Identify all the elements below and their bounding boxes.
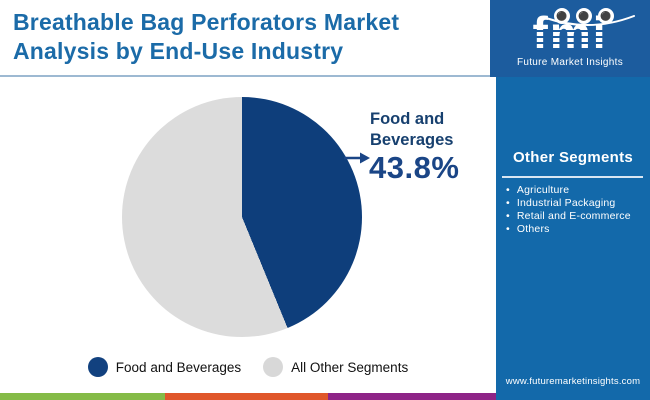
footer-bar-orange-segment [165,393,328,400]
pie-slice-label-line1: Food and [370,110,445,128]
divider [502,176,643,178]
globe-europe-icon: ⚫ [576,8,592,24]
footer-bar-purple-segment [328,393,496,400]
page-title-line1: Breathable Bag Perforators Market [13,9,400,35]
footer-bar-green-segment [0,393,165,400]
pie-slice-label: Food and Beverages [370,109,453,151]
legend-label: All Other Segments [291,359,409,375]
page-title-line2: Analysis by End-Use Industry [13,38,344,64]
legend-label: Food and Beverages [115,359,242,375]
list-item: Retail and E-commerce [506,210,631,223]
pie-slice-value: 43.8% [369,150,460,185]
legend-item-food-and-beverages: Food and Beverages [87,357,242,377]
logo-caption: Future Market Insights [516,57,624,68]
legend-swatch-gray [263,357,284,377]
legend-swatch-navy [87,357,108,377]
globe-americas-icon: ⚫ [554,8,570,24]
legend-item-all-other-segments: All Other Segments [263,357,408,377]
page-title: Breathable Bag Perforators Market Analys… [13,8,399,66]
other-segments-heading: Other Segments [512,149,634,166]
globe-asia-icon: ⚫ [598,8,614,24]
footer-accent-bar [0,393,496,400]
pie-chart [122,97,362,337]
chart-legend: Food and Beverages All Other Segments [0,357,496,377]
other-segments-list: Agriculture Industrial Packaging Retail … [506,184,631,236]
list-item: Industrial Packaging [506,197,631,210]
fmi-logo: ⚫ ⚫ ⚫ fmi Future Market Insights [490,0,650,77]
callout-arrow-icon [344,152,370,164]
header: Breathable Bag Perforators Market Analys… [0,0,490,77]
pie-slice-label-line2: Beverages [370,131,454,149]
website-link[interactable]: www.futuremarketinsights.com [505,376,641,387]
list-item: Agriculture [506,184,631,197]
list-item: Others [506,223,631,236]
